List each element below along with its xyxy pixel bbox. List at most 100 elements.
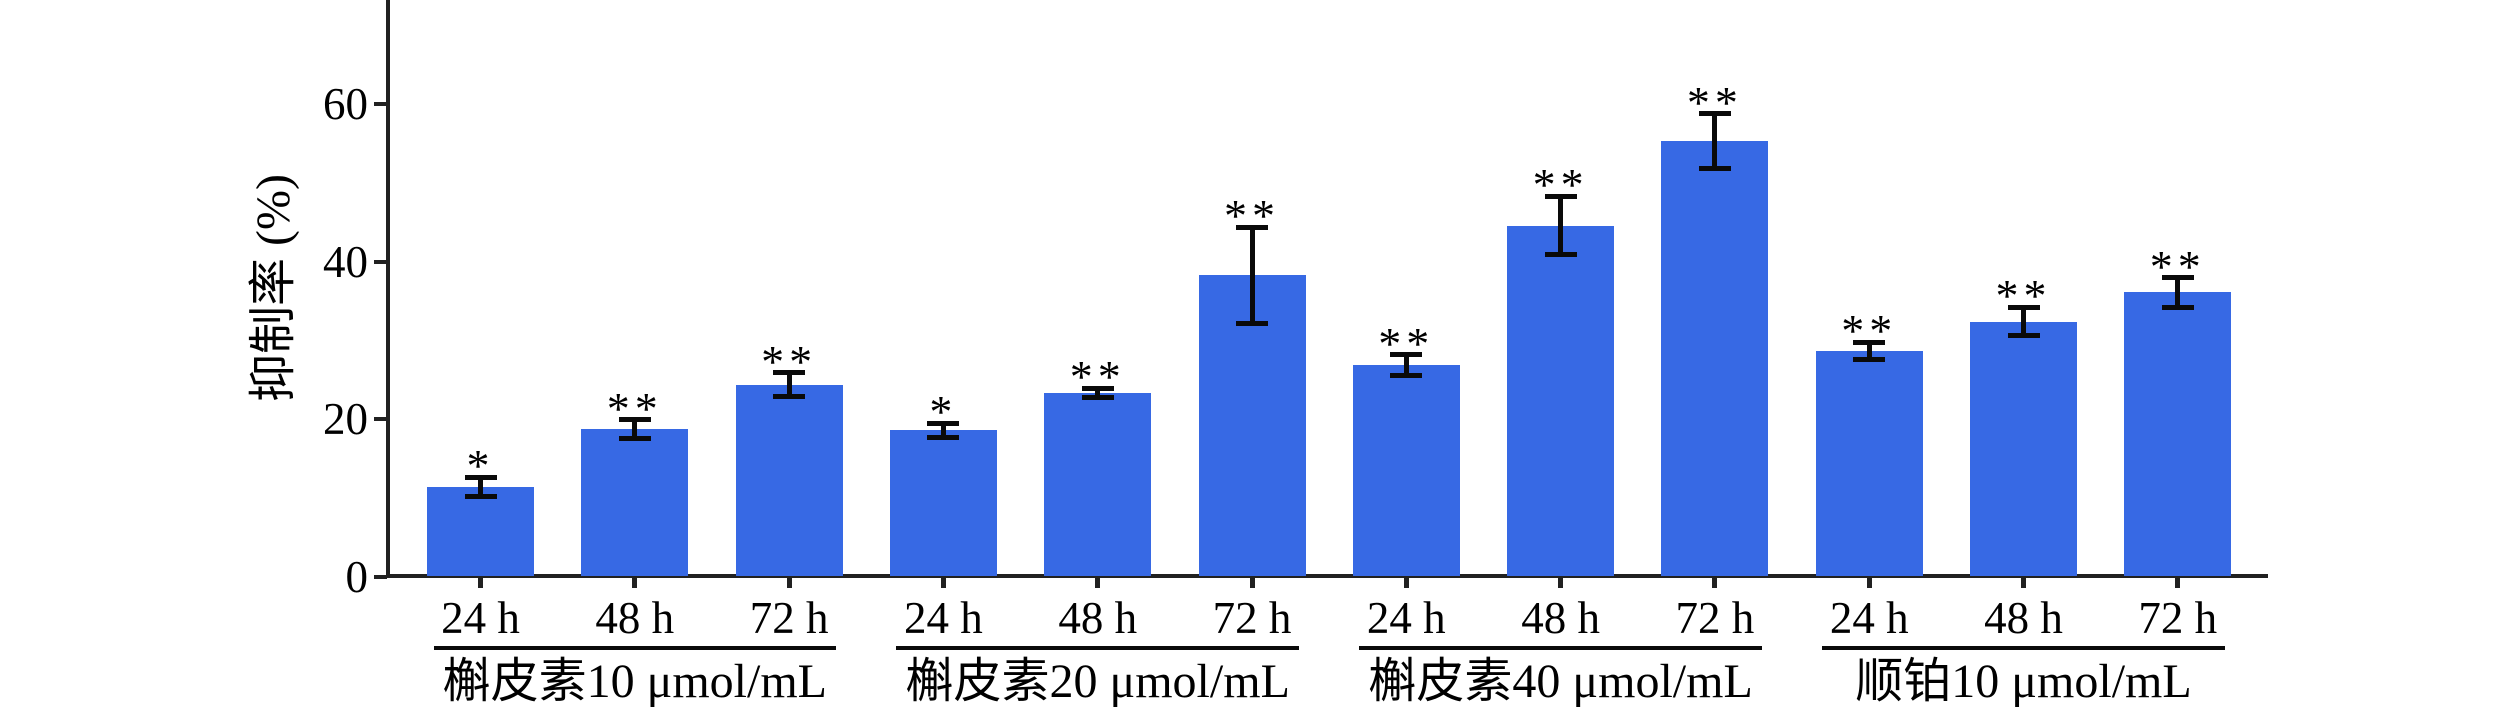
bar (735, 384, 843, 577)
error-bar-cap-bottom (2007, 333, 2040, 339)
error-bar-stem (2175, 277, 2181, 308)
bar (1815, 350, 1923, 577)
y-axis-tick-label: 0 (345, 551, 369, 602)
x-axis-tick-label: 48 h (1521, 593, 1600, 643)
error-bar-cap-bottom (1081, 395, 1114, 401)
y-axis-tick (374, 417, 387, 422)
error-bar-stem (2021, 307, 2026, 336)
x-axis-tick (1866, 576, 1872, 588)
error-bar-stem (632, 419, 638, 439)
x-axis-tick (940, 576, 946, 588)
y-axis-tick-label: 40 (323, 236, 368, 287)
bar (1661, 141, 1769, 577)
significance-marker: ** (606, 382, 663, 434)
bar (427, 486, 534, 577)
significance-marker: * (466, 440, 495, 492)
x-axis-tick-label: 48 h (1058, 593, 1138, 643)
error-bar-cap-top (1698, 111, 1731, 117)
error-bar-cap-bottom (2161, 304, 2194, 310)
group-underline (896, 646, 1299, 650)
significance-marker: ** (1686, 76, 1743, 128)
error-bar-cap-bottom (1853, 356, 1886, 362)
error-bar-cap-bottom (927, 434, 960, 440)
x-axis-tick (1558, 576, 1564, 588)
bar (1507, 225, 1615, 577)
x-axis-tick-label: 24 h (1366, 593, 1446, 643)
error-bar-stem (786, 372, 792, 397)
bar (1044, 393, 1152, 577)
x-axis-tick (632, 576, 638, 588)
y-axis-spine (386, 0, 390, 578)
error-bar-cap-top (2007, 304, 2040, 310)
x-axis-tick-label: 48 h (595, 593, 675, 643)
error-bar-cap-bottom (618, 436, 651, 442)
group-underline (433, 646, 837, 650)
error-bar-cap-top (927, 420, 960, 426)
error-bar-cap-top (1390, 352, 1423, 358)
error-bar-cap-top (1544, 193, 1577, 199)
error-bar-cap-bottom (773, 393, 806, 399)
x-axis-line (386, 574, 2268, 578)
bar (889, 430, 997, 577)
bar (2124, 292, 2232, 577)
significance-marker: ** (1069, 351, 1126, 403)
error-bar-cap-bottom (464, 493, 497, 499)
y-axis-tick-label: 60 (323, 79, 368, 130)
x-axis-tick-label: 72 h (2138, 593, 2218, 643)
significance-marker: ** (1532, 159, 1589, 211)
x-axis-tick (1249, 576, 1255, 588)
significance-marker: ** (2149, 240, 2206, 292)
error-bar-stem (1249, 227, 1255, 324)
x-axis-tick-label: 48 h (1984, 593, 2063, 643)
x-axis-tick-label: 24 h (904, 593, 983, 643)
error-bar-stem (478, 477, 483, 497)
error-bar-cap-top (1853, 339, 1886, 345)
y-axis-tick-label: 20 (323, 394, 368, 445)
x-axis-tick-label: 24 h (1829, 593, 1909, 643)
error-bar-stem (1095, 388, 1101, 398)
significance-marker: * (929, 386, 958, 438)
y-axis-title: 抑制率 (%) (247, 174, 300, 402)
significance-marker: ** (1224, 190, 1280, 242)
x-axis-tick (2175, 576, 2181, 588)
y-axis-tick (374, 102, 387, 107)
error-bar-cap-top (464, 474, 497, 480)
x-axis-tick (1095, 576, 1101, 588)
error-bar-stem (1403, 354, 1409, 376)
error-bar-cap-bottom (1698, 166, 1731, 172)
significance-marker: ** (1841, 305, 1898, 357)
group-label: 槲皮素20 μmol/mL (905, 655, 1290, 708)
group-label: 槲皮素40 μmol/mL (1368, 655, 1753, 708)
group-underline (1822, 646, 2225, 650)
significance-marker: ** (1378, 317, 1435, 369)
error-bar-cap-top (1236, 224, 1268, 230)
error-bar-cap-bottom (1390, 372, 1423, 378)
error-bar-cap-top (773, 370, 806, 376)
group-label: 槲皮素10 μmol/mL (442, 655, 827, 708)
error-bar-cap-top (618, 417, 651, 423)
x-axis-tick (1712, 576, 1718, 588)
error-bar-stem (940, 423, 946, 438)
bar (1970, 321, 2077, 577)
error-bar-stem (1558, 196, 1564, 255)
y-axis-tick (374, 259, 387, 264)
error-bar-cap-top (2161, 275, 2194, 281)
x-axis-tick-label: 24 h (441, 593, 520, 643)
x-axis-tick (478, 576, 483, 588)
x-axis-tick-label: 72 h (1212, 593, 1292, 643)
bar (1352, 364, 1460, 577)
x-axis-tick (2021, 576, 2026, 588)
significance-marker: ** (761, 335, 818, 387)
error-bar-cap-bottom (1236, 320, 1268, 326)
x-axis-tick (1403, 576, 1409, 588)
error-bar-cap-bottom (1544, 252, 1577, 258)
group-underline (1359, 646, 1762, 650)
error-bar-stem (1866, 342, 1872, 360)
x-axis-tick (786, 576, 792, 588)
group-label: 顺铂10 μmol/mL (1855, 655, 2192, 708)
error-bar-stem (1712, 113, 1718, 169)
significance-marker: ** (1995, 270, 2052, 322)
error-bar-cap-top (1081, 385, 1114, 391)
x-axis-tick-label: 72 h (1675, 593, 1755, 643)
